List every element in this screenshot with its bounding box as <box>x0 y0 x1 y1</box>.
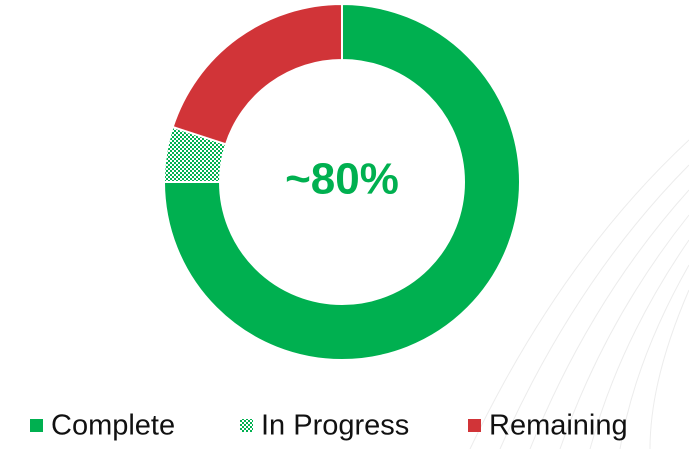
center-label: ~80% <box>285 155 399 204</box>
background-lines <box>469 139 689 449</box>
legend-marker <box>468 419 481 432</box>
legend-marker <box>240 419 253 432</box>
legend-label: Complete <box>51 410 175 442</box>
donut-segment <box>171 2 343 146</box>
legend-label: In Progress <box>261 410 409 442</box>
donut-segment <box>162 2 521 361</box>
legend-marker <box>30 419 43 432</box>
legend-label: Remaining <box>489 410 628 442</box>
